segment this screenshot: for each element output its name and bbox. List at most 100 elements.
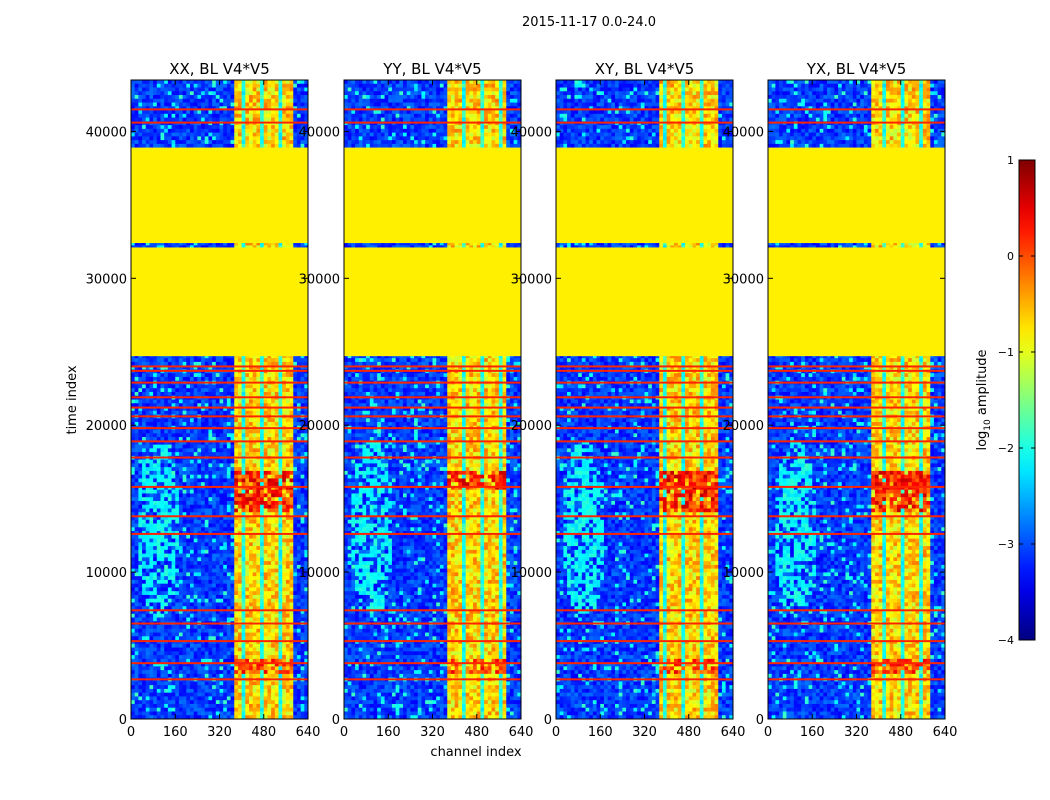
heatmap-cell bbox=[267, 102, 272, 107]
heatmap-cell bbox=[212, 463, 217, 468]
heatmap-cell bbox=[208, 410, 213, 416]
heatmap-cell bbox=[131, 388, 136, 393]
heatmap-cell bbox=[178, 354, 184, 359]
heatmap-cell bbox=[260, 241, 265, 246]
heatmap-cell bbox=[263, 407, 268, 412]
heatmap-cell bbox=[263, 83, 268, 89]
heatmap-cell bbox=[201, 365, 206, 370]
heatmap-cell bbox=[175, 448, 180, 453]
heatmap-cell bbox=[142, 132, 147, 137]
heatmap-cell bbox=[226, 384, 232, 389]
heatmap-cell bbox=[260, 388, 265, 393]
heatmap-cell bbox=[201, 433, 206, 438]
heatmap-cell bbox=[263, 391, 268, 397]
heatmap-cell bbox=[271, 117, 276, 122]
heatmap-cell bbox=[190, 440, 195, 446]
heatmap-cell bbox=[190, 113, 195, 119]
heatmap-cell bbox=[171, 83, 176, 89]
heatmap-image bbox=[131, 80, 308, 719]
heatmap-cell bbox=[274, 140, 279, 145]
heatmap-cell bbox=[164, 365, 169, 370]
heatmap-cell bbox=[156, 125, 161, 130]
heatmap-cell bbox=[164, 433, 169, 438]
heatmap-cell bbox=[142, 365, 147, 370]
heatmap-cell bbox=[274, 361, 279, 367]
heatmap-cell bbox=[197, 125, 202, 130]
heatmap-cell bbox=[212, 433, 217, 438]
heatmap-cell bbox=[252, 440, 257, 446]
heatmap-cell bbox=[145, 463, 150, 468]
heatmap-cell bbox=[223, 95, 228, 100]
heatmap-cell bbox=[193, 410, 198, 416]
heatmap-cell bbox=[300, 376, 305, 382]
heatmap-cell bbox=[156, 373, 161, 378]
heatmap-cell bbox=[263, 444, 268, 449]
heatmap-cell bbox=[149, 433, 154, 438]
heatmap-cell bbox=[201, 98, 206, 104]
heatmap-cell bbox=[300, 102, 305, 107]
heatmap-cell bbox=[296, 467, 302, 472]
heatmap-cell bbox=[160, 80, 165, 85]
heatmap-cell bbox=[289, 437, 294, 442]
heatmap-cell bbox=[267, 403, 272, 408]
heatmap-cell bbox=[160, 403, 165, 408]
heatmap-cell bbox=[223, 422, 228, 427]
heatmap-cell bbox=[212, 440, 217, 446]
heatmap-cell bbox=[296, 241, 302, 246]
heatmap-cell bbox=[226, 110, 232, 115]
heatmap-cell bbox=[145, 110, 150, 115]
heatmap-cell bbox=[256, 113, 261, 119]
heatmap-cell bbox=[204, 136, 209, 141]
heatmap-cell bbox=[204, 384, 209, 389]
heatmap-cell bbox=[201, 91, 206, 96]
heatmap-cell bbox=[296, 140, 302, 145]
heatmap-cell bbox=[282, 365, 287, 370]
heatmap-cell bbox=[226, 361, 232, 367]
heatmap-cell bbox=[197, 448, 202, 453]
heatmap-cell bbox=[278, 444, 283, 449]
heatmap-cell bbox=[278, 440, 283, 446]
heatmap-cell bbox=[138, 440, 143, 446]
heatmap-cell bbox=[145, 429, 150, 434]
heatmap-cell bbox=[293, 358, 298, 363]
heatmap-cell bbox=[212, 388, 217, 393]
heatmap-cell bbox=[134, 452, 139, 457]
heatmap-cell bbox=[197, 391, 202, 397]
heatmap-cell bbox=[234, 102, 239, 107]
heatmap-cell bbox=[300, 117, 305, 122]
heatmap-cell bbox=[278, 83, 283, 89]
heatmap-cell bbox=[234, 376, 239, 382]
heatmap-cell bbox=[197, 365, 202, 370]
heatmap-cell bbox=[271, 407, 276, 412]
heatmap-cell bbox=[182, 407, 187, 412]
heatmap-cell bbox=[237, 407, 243, 412]
heatmap-cell bbox=[282, 241, 287, 246]
heatmap-cell bbox=[241, 429, 246, 434]
heatmap-cell bbox=[178, 410, 184, 416]
heatmap-cell bbox=[134, 459, 139, 464]
heatmap-cell bbox=[256, 388, 261, 393]
heatmap-cell bbox=[256, 241, 261, 246]
heatmap-cell bbox=[160, 117, 165, 122]
heatmap-cell bbox=[219, 444, 224, 449]
heatmap-cell bbox=[285, 95, 291, 100]
heatmap-cell bbox=[215, 136, 220, 141]
heatmap-cell bbox=[182, 444, 187, 449]
heatmap-cell bbox=[285, 80, 291, 85]
heatmap-cell bbox=[178, 136, 184, 141]
heatmap-cell bbox=[249, 83, 254, 89]
heatmap-cell bbox=[167, 459, 173, 464]
heatmap-cell bbox=[267, 143, 272, 149]
heatmap-cell bbox=[212, 403, 217, 408]
heatmap-cell bbox=[230, 373, 235, 378]
heatmap-cell bbox=[153, 117, 158, 122]
heatmap-cell bbox=[212, 410, 217, 416]
heatmap-cell bbox=[219, 429, 224, 434]
heatmap-cell bbox=[171, 140, 176, 145]
heatmap-cell bbox=[186, 429, 191, 434]
heatmap-cell bbox=[160, 463, 165, 468]
heatmap-cell bbox=[190, 444, 195, 449]
heatmap-cell bbox=[241, 83, 246, 89]
heatmap-cell bbox=[304, 418, 308, 423]
heatmap-cell bbox=[215, 448, 220, 453]
